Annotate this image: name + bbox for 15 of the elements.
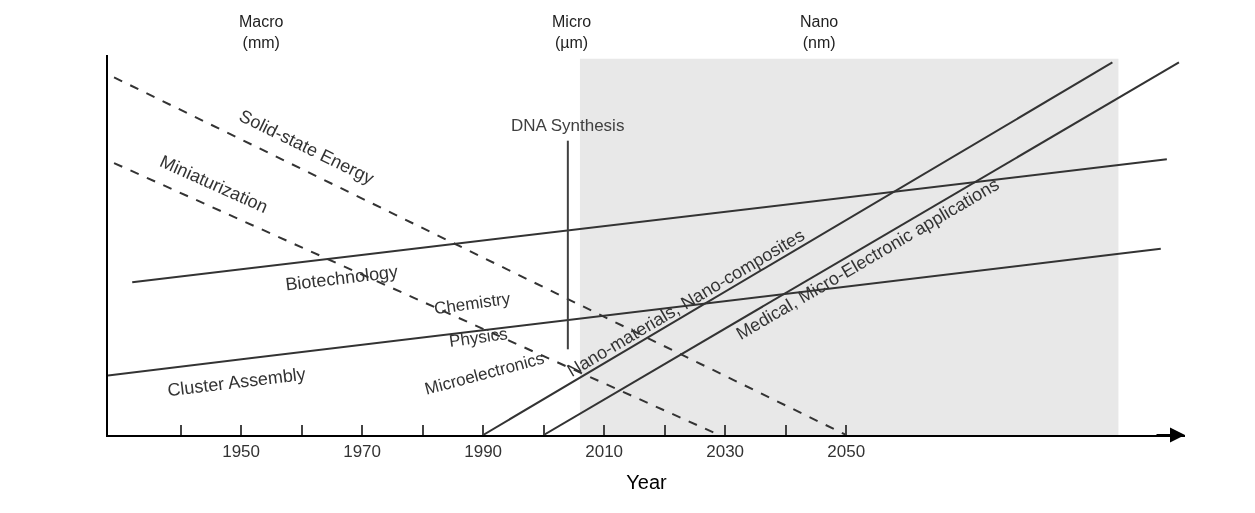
x-axis-title: Year [626, 471, 668, 494]
annotation: Chemistry [432, 288, 512, 319]
text: Biotechnology [284, 261, 399, 295]
text: Macro (mm) [239, 13, 284, 51]
text: Nano (nm) [800, 13, 839, 51]
x-tick-label: 1990 [464, 442, 503, 462]
x-tick-label: 1950 [222, 442, 261, 462]
x-tick-label: 2030 [706, 442, 745, 462]
text: Cluster Assembly [166, 363, 307, 401]
x-tick-label: 1970 [343, 442, 382, 462]
ref-line-label: DNA Synthesis [511, 116, 625, 135]
text: Micro (µm) [552, 13, 592, 51]
x-tick-label: 2050 [827, 442, 866, 462]
x-tick-label: 2010 [585, 442, 624, 462]
annotation: Physics [447, 324, 509, 352]
